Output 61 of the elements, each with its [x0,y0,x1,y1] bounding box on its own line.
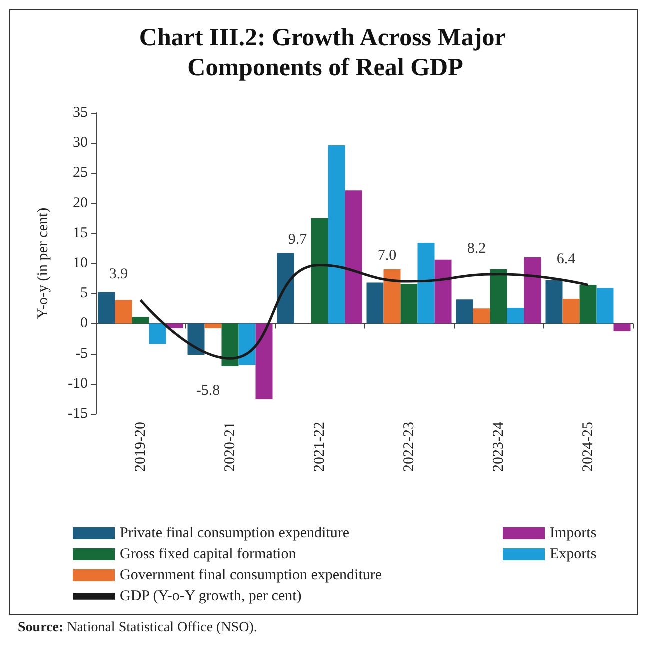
bar [524,257,542,324]
y-tick-label: 15 [73,225,88,242]
bar [490,270,508,324]
data-label: -5.8 [196,383,220,400]
legend-label: GDP (Y-o-Y growth, per cent) [120,588,302,604]
bar [366,282,384,324]
bar [434,260,452,324]
bar [204,324,222,329]
bar [596,288,614,324]
bar [400,284,418,324]
y-tick-label: -5 [76,346,88,362]
chart-title: Chart III.2: Growth Across Major Components of Real GDP [139,24,512,82]
y-tick-label: 35 [73,105,88,121]
bar [256,324,273,400]
bar [115,300,132,324]
bar [546,280,563,324]
y-tick-label: -15 [68,406,88,422]
bar [277,253,294,324]
bar [562,299,580,324]
bar [328,146,346,324]
data-label: 7.0 [378,248,397,264]
bar [345,190,362,324]
legend-label: Imports [550,526,597,542]
bar [473,308,490,324]
line-series [140,264,590,360]
y-tick-label: 30 [73,135,88,152]
data-label: 9.7 [288,232,308,248]
x-tick-label: 2022-23 [401,422,418,472]
y-tick-label: 0 [80,316,88,332]
y-tick-label: 20 [73,195,88,212]
data-label: 8.2 [467,240,486,257]
legend-label: Government final consumption expenditure [120,568,382,584]
data-label: 6.4 [556,252,576,268]
data-label: 3.9 [109,266,128,283]
bar [132,317,150,324]
y-tick-label: 25 [73,165,88,182]
bar [222,324,239,366]
x-tick-label: 2024-25 [580,422,596,472]
source-note: Source: National Statistical Office (NSO). [18,620,258,636]
bar [188,324,205,356]
y-tick-label: 5 [80,286,88,302]
y-tick-label: 10 [73,256,88,272]
bar [456,300,474,324]
bar [384,270,401,324]
legend-label: Gross fixed capital formation [120,546,297,562]
y-tick-label: -10 [68,376,88,392]
bar [238,324,256,366]
x-tick-label: 2020-21 [222,422,238,472]
legend-label: Private final consumption expenditure [120,526,350,542]
legend-label: Exports [550,546,597,562]
bar [149,324,166,344]
bar [98,292,116,324]
x-tick-label: 2021-22 [312,422,328,472]
y-axis-title: Y-o-y (in per cent) [36,208,52,320]
x-tick-label: 2023-24 [490,422,507,472]
bar [507,308,524,324]
bar [614,324,631,332]
bar [580,285,597,324]
bar [311,218,328,324]
bar [418,243,435,324]
x-tick-label: 2019-20 [132,422,149,472]
